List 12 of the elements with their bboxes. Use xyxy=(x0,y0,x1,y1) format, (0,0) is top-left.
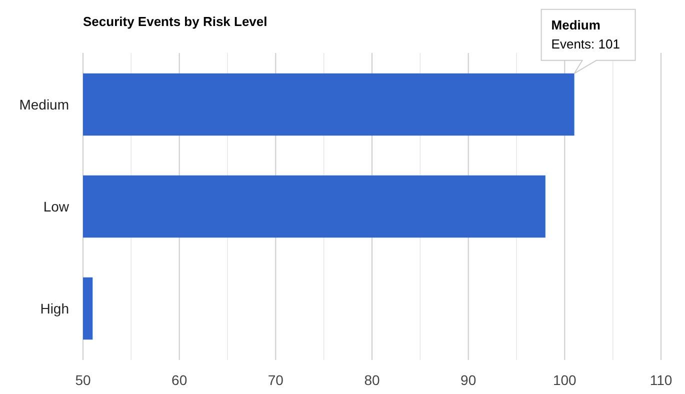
x-tick-label: 70 xyxy=(268,372,284,388)
text: Medium Events: 101 xyxy=(551,17,620,52)
x-tick-label: 100 xyxy=(552,372,577,388)
x-tick-label: 80 xyxy=(364,372,380,388)
x-tick-label: 60 xyxy=(172,372,188,388)
y-tick-label: Low xyxy=(43,198,70,214)
x-tick-label: 110 xyxy=(650,372,672,388)
chart-title: Security Events by Risk Level xyxy=(83,14,268,29)
y-tick-label: High xyxy=(40,300,69,316)
x-tick-label: 90 xyxy=(460,372,476,388)
x-tick-label: 50 xyxy=(75,372,91,388)
y-tick-label: Medium xyxy=(19,96,69,112)
